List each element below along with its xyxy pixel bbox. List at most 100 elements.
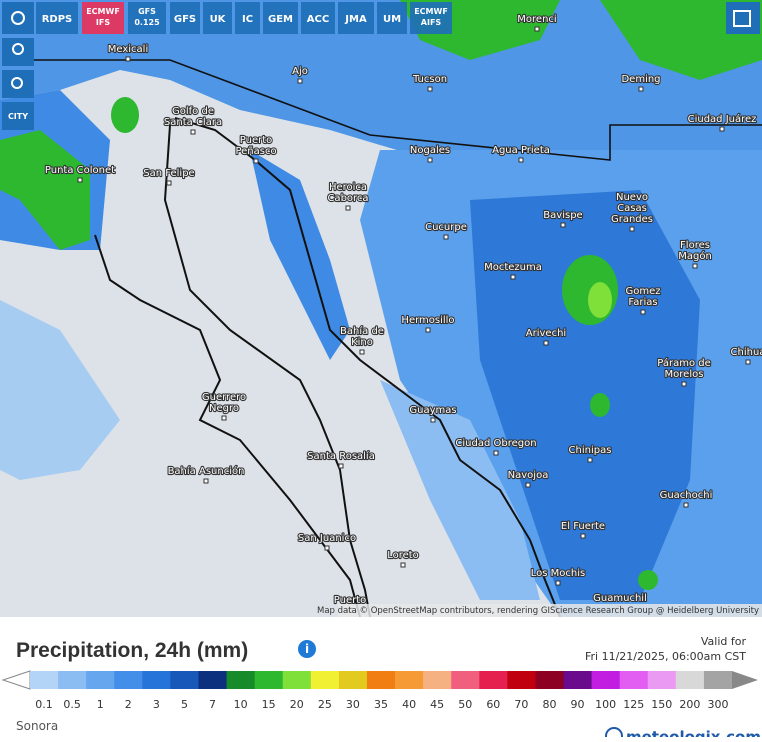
city-label: Punta Colonet — [45, 165, 115, 176]
city-marker — [683, 502, 689, 508]
info-icon[interactable] — [298, 640, 316, 658]
scale-swatch — [703, 671, 733, 689]
scale-swatch — [647, 671, 677, 689]
city-marker — [681, 381, 687, 387]
city-label: Puerto — [334, 595, 367, 606]
scale-label: 2 — [125, 698, 132, 711]
city-label: Chihua — [731, 347, 762, 358]
city-marker — [640, 309, 646, 315]
city-label: Nuevo — [616, 192, 648, 203]
city-label: Cucurpe — [425, 222, 467, 233]
scale-label: 10 — [234, 698, 248, 711]
city-label: Los Mochis — [531, 568, 585, 579]
scale-swatch — [310, 671, 340, 689]
share-icon — [733, 10, 751, 27]
coastlines — [30, 59, 762, 618]
city-marker — [745, 359, 751, 365]
city-label: San Juanico — [298, 533, 356, 544]
precip-field — [0, 0, 762, 617]
city-marker — [510, 274, 516, 280]
legend-title: Precipitation, 24h (mm) — [16, 639, 248, 662]
city-marker — [427, 86, 433, 92]
scale-label: 0.5 — [63, 698, 81, 711]
scale-swatch — [535, 671, 565, 689]
city-label: Caborca — [327, 193, 368, 204]
scale-label: 35 — [374, 698, 388, 711]
color-scale: 0.1 0.5 1 2 3 5 7 10 15 20 25 30 35 40 45 50 60 70 80 90 100… — [30, 671, 758, 711]
city-marker — [629, 226, 635, 232]
scale-swatch — [479, 671, 508, 689]
refresh-button[interactable] — [2, 2, 34, 34]
scale-label: 200 — [679, 698, 700, 711]
model-button[interactable] — [36, 2, 78, 34]
scale-label: 80 — [542, 698, 556, 711]
model-button-label: IC — [242, 14, 253, 25]
scale-swatch — [86, 671, 115, 689]
scale-swatch — [254, 671, 284, 689]
city-marker — [518, 157, 524, 163]
city-label: San Felipe — [143, 168, 194, 179]
city-marker — [203, 478, 209, 484]
city-label: Chinipas — [569, 445, 612, 456]
scale-label: 150 — [651, 698, 672, 711]
city-label: Guerrero — [202, 392, 246, 403]
model-button-label: JMA — [344, 14, 367, 25]
model-button[interactable] — [82, 2, 124, 34]
scale-swatch — [619, 671, 649, 689]
model-button-label: UK — [210, 14, 227, 25]
city-label: Navojoa — [508, 470, 549, 481]
city-marker — [77, 177, 83, 183]
city-label: Heroica — [329, 182, 367, 193]
model-button[interactable] — [301, 2, 335, 34]
scale-label: 70 — [514, 698, 528, 711]
city-label: Guaymas — [409, 405, 456, 416]
city-marker — [359, 349, 365, 355]
model-button[interactable] — [128, 2, 166, 34]
city-label: Moctezuma — [484, 262, 542, 273]
city-label: Gomez — [625, 286, 660, 297]
model-button[interactable] — [203, 2, 232, 34]
scale-swatch — [30, 671, 59, 689]
city-button[interactable] — [2, 102, 34, 130]
city-label: Arivechi — [526, 328, 566, 339]
model-button[interactable] — [235, 2, 260, 34]
city-marker — [427, 157, 433, 163]
scale-label: 15 — [262, 698, 276, 711]
share-button[interactable] — [726, 2, 760, 34]
scale-label: 40 — [402, 698, 416, 711]
scale-swatch — [591, 671, 621, 689]
model-button[interactable] — [377, 2, 407, 34]
location-button[interactable] — [2, 38, 34, 66]
zoom-icon — [11, 77, 23, 89]
city-label: Hermosillo — [401, 315, 454, 326]
scale-swatch — [198, 671, 228, 689]
city-marker — [190, 129, 196, 135]
city-label: Páramo de — [657, 357, 711, 369]
city-marker — [719, 126, 725, 132]
scale-label: 50 — [458, 698, 472, 711]
city-label: Casas — [617, 203, 647, 214]
zoom-button[interactable] — [2, 70, 34, 98]
scale-swatch — [282, 671, 312, 689]
scale-label: 100 — [595, 698, 616, 711]
city-label: Kino — [351, 337, 373, 348]
city-marker — [400, 562, 406, 568]
attribution: Map data © OpenStreetMap contributors, r… — [317, 606, 759, 616]
model-button[interactable] — [338, 2, 374, 34]
city-label: Guachochi — [660, 490, 713, 501]
model-button[interactable] — [410, 2, 452, 34]
scale-label: 1 — [97, 698, 104, 711]
scale-swatch — [226, 671, 256, 689]
city-label: Ciudad Juárez — [688, 113, 757, 125]
scale-arrow-right — [732, 671, 758, 689]
city-label: Morenci — [517, 14, 556, 25]
model-button[interactable] — [170, 2, 200, 34]
model-button[interactable] — [263, 2, 298, 34]
city-label: Magón — [678, 250, 712, 262]
toolbar: CITY RDPS ECMWF IFS GFS 0.125 GFS UK IC GEM ACC JM… — [2, 2, 760, 130]
city-marker — [560, 222, 566, 228]
scale-label: 20 — [290, 698, 304, 711]
model-button-label: GFS — [174, 14, 196, 25]
city-label: Ajo — [292, 66, 308, 77]
city-marker — [430, 417, 436, 423]
